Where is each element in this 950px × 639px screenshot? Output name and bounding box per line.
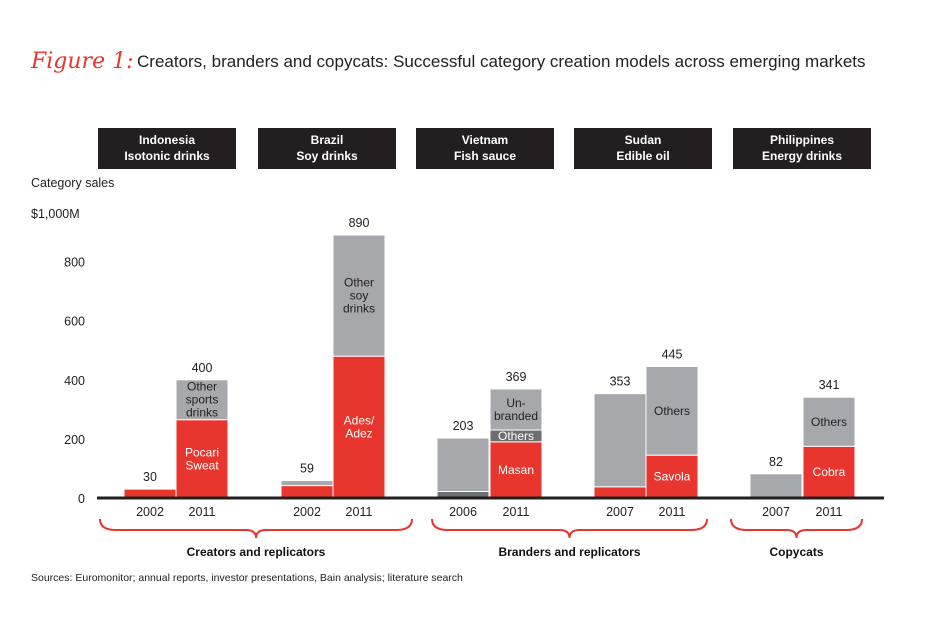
bars: 30PocariSweatOthersportsdrinks40059Ades/… — [123, 216, 856, 499]
panel-header-text: Vietnam — [462, 133, 508, 147]
segment-label: Others — [811, 415, 847, 429]
segment-label: sports — [186, 393, 219, 407]
y-tick-label: 0 — [78, 492, 85, 506]
x-tick-label: 2011 — [816, 505, 843, 519]
segment-label: Pocari — [185, 445, 219, 459]
figure-label: Figure 1: — [30, 49, 134, 74]
group-brace — [431, 518, 708, 539]
y-tick-label: 200 — [64, 433, 85, 447]
bar-segment — [280, 485, 334, 499]
bar-segment — [645, 454, 699, 499]
bar-segment — [280, 480, 334, 487]
group-label: Creators and replicators — [187, 545, 326, 559]
panel-header-box — [416, 128, 554, 169]
bar-segment — [332, 234, 386, 357]
segment-label: soy — [350, 289, 369, 303]
panel-header-text: Soy drinks — [296, 149, 358, 163]
bar-total-label: 400 — [192, 361, 213, 375]
panel-header-box — [574, 128, 712, 169]
panel-header-box — [258, 128, 396, 169]
panel-header-text: Energy drinks — [762, 149, 842, 163]
segment-label: Un- — [506, 396, 525, 410]
bar-segment — [593, 393, 647, 488]
segment-label: Others — [498, 429, 534, 443]
y-axis-unit: $1,000M — [31, 207, 80, 221]
segment-label: Other — [344, 276, 374, 290]
bar-total-label: 203 — [453, 419, 474, 433]
panel-header-text: Philippines — [770, 133, 834, 147]
x-tick-label: 2002 — [136, 505, 164, 519]
bar-segment — [175, 379, 229, 421]
x-tick-label: 2007 — [606, 505, 634, 519]
group-label: Copycats — [769, 545, 823, 559]
segment-label: Others — [654, 404, 690, 418]
x-tick-label: 2011 — [189, 505, 216, 519]
bar-segment — [332, 355, 386, 499]
bar-segment — [802, 445, 856, 499]
group-braces: Creators and replicators Branders and rep… — [99, 518, 863, 559]
bar-total-label: 353 — [610, 375, 631, 389]
bar-segment — [593, 486, 647, 499]
bar-total-label: 59 — [300, 462, 314, 476]
bar-total-label: 890 — [349, 216, 370, 230]
panel-header-text: Indonesia — [139, 133, 195, 147]
y-ticks: 0 200 400 600 800 — [64, 256, 85, 506]
segment-label: Masan — [498, 463, 534, 477]
x-tick-label: 2011 — [346, 505, 373, 519]
y-tick-label: 800 — [64, 256, 85, 270]
segment-label: drinks — [186, 406, 218, 420]
y-tick-label: 600 — [64, 315, 85, 329]
x-tick-label: 2011 — [503, 505, 530, 519]
chart-title: Figure 1: Creators, branders and copycat… — [30, 49, 866, 74]
group-label: Branders and replicators — [498, 545, 640, 559]
x-tick-label: 2007 — [762, 505, 790, 519]
bar-total-label: 369 — [506, 370, 527, 384]
group-brace — [730, 518, 863, 539]
panel-header-text: Fish sauce — [454, 149, 516, 163]
bar-segment — [489, 388, 543, 431]
y-tick-label: 400 — [64, 374, 85, 388]
bar-total-label: 30 — [143, 470, 157, 484]
panel-headers: Indonesia Isotonic drinks Brazil Soy drinks… — [98, 128, 871, 169]
segment-label: Savola — [654, 470, 691, 484]
bar-total-label: 341 — [819, 378, 840, 392]
bar-segment — [802, 396, 856, 447]
panel-header-box — [733, 128, 871, 169]
bar-segment — [749, 473, 803, 499]
x-tick-label: 2011 — [659, 505, 686, 519]
panel-header-text: Isotonic drinks — [124, 149, 210, 163]
segment-label: Sweat — [185, 458, 219, 472]
panel-header-box — [98, 128, 236, 169]
bar-total-label: 445 — [662, 348, 683, 362]
segment-label: Cobra — [813, 465, 846, 479]
segment-label: Other — [187, 380, 217, 394]
x-tick-label: 2002 — [293, 505, 321, 519]
segment-label: Ades/ — [344, 414, 375, 428]
source-note: Sources: Euromonitor; annual reports, in… — [31, 572, 463, 584]
bar-segment — [436, 437, 490, 492]
panel-header-text: Brazil — [311, 133, 344, 147]
segment-label: branded — [494, 409, 538, 423]
y-axis-label: Category sales — [31, 176, 114, 190]
bar-segment — [175, 419, 229, 499]
bar-segment — [489, 441, 543, 499]
bar-segment — [645, 366, 699, 456]
segment-label: Adez — [345, 427, 372, 441]
group-brace — [99, 518, 413, 539]
bar-total-label: 82 — [769, 455, 783, 469]
segment-label: drinks — [343, 302, 375, 316]
panel-header-text: Sudan — [625, 133, 662, 147]
panel-header-text: Edible oil — [616, 149, 669, 163]
x-tick-label: 2006 — [449, 505, 477, 519]
x-labels: 2002 2011 2002 2011 2006 2011 2007 2011 2007 2011 — [136, 505, 842, 519]
chart-title-text: Creators, branders and copycats: Success… — [137, 52, 866, 71]
